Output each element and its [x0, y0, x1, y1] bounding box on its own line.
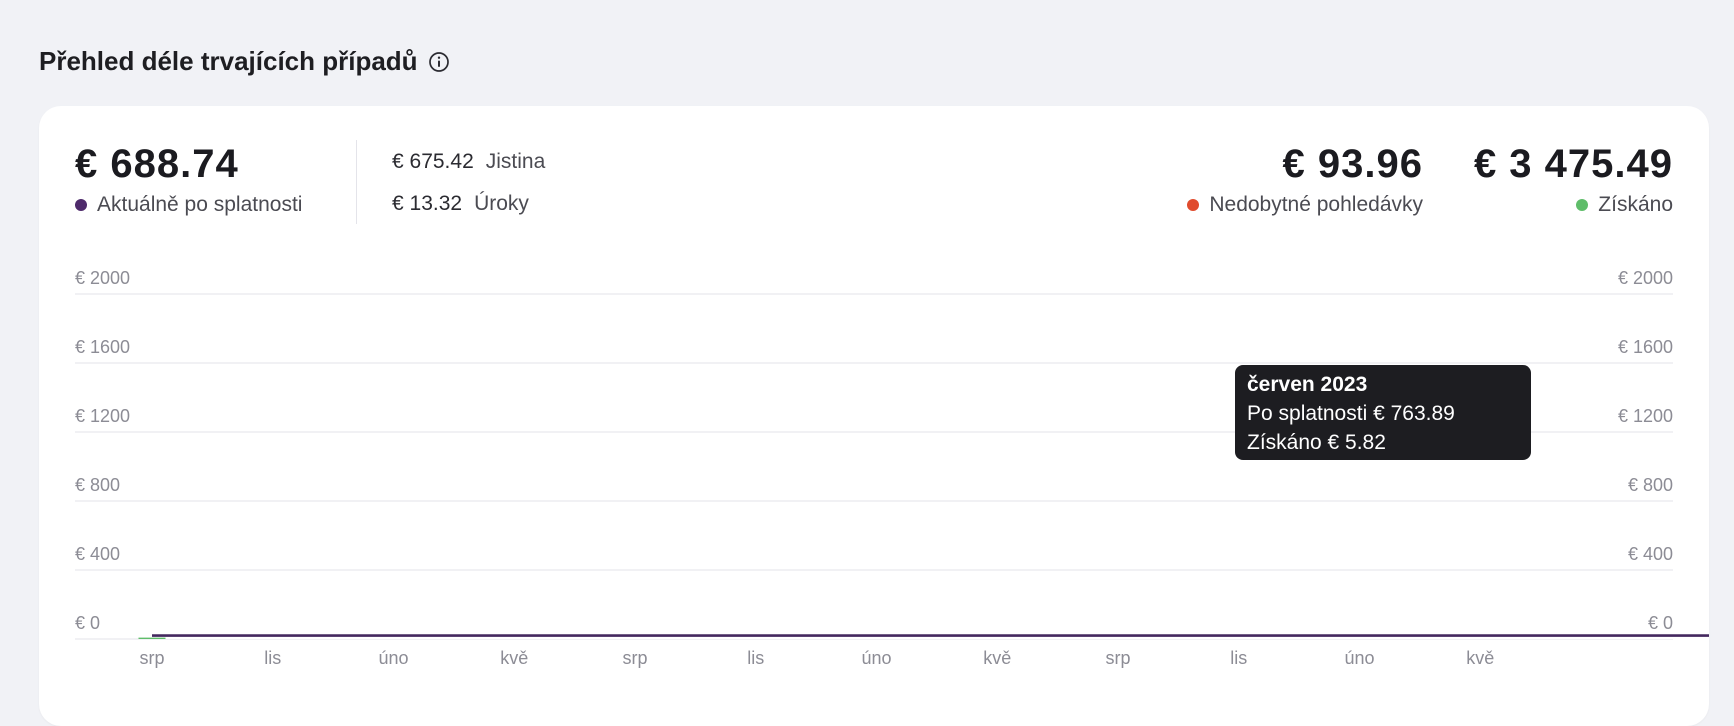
interest-row: € 13.32 Úroky: [392, 192, 545, 234]
x-tick-label: úno: [861, 648, 891, 668]
overdue-chart[interactable]: € 2000 € 2000 € 1600 € 1600 € 1200 € 1200 € 80…: [39, 106, 1709, 681]
x-tick-label: úno: [1344, 648, 1374, 668]
interest-value: € 13.32: [392, 192, 463, 215]
recovered-legend: Získáno: [1474, 193, 1673, 217]
x-tick-label: lis: [747, 648, 764, 668]
y-tick-label-right: € 800: [1628, 475, 1673, 495]
current-overdue-label: Aktuálně po splatnosti: [97, 193, 303, 216]
principal-value: € 675.42: [392, 150, 474, 173]
bad-debt-legend: Nedobytné pohledávky: [1187, 193, 1423, 217]
y-tick-label-right: € 2000: [1618, 268, 1673, 288]
divider: [356, 140, 357, 224]
current-overdue-kpi: € 688.74 Aktuálně po splatnosti: [75, 142, 302, 217]
recovered-kpi: € 3 475.49 Získáno: [1474, 142, 1673, 217]
overdue-breakdown: € 675.42 Jistina € 13.32 Úroky: [392, 150, 545, 234]
bad-debt-value: € 93.96: [1282, 142, 1423, 186]
tooltip-title: červen 2023: [1247, 373, 1368, 396]
x-tick-label: kvě: [983, 648, 1011, 668]
x-tick-label: kvě: [1466, 648, 1494, 668]
legend-dot-icon: [75, 199, 87, 211]
current-overdue-value: € 688.74: [75, 142, 239, 186]
x-tick-label: lis: [264, 648, 281, 668]
x-tick-label: srp: [139, 648, 164, 668]
recovered-bar: [138, 637, 166, 639]
x-tick-label: srp: [622, 648, 647, 668]
recovered-label: Získáno: [1598, 193, 1673, 216]
info-circle-icon[interactable]: [428, 51, 450, 73]
tooltip-recovered: Získáno € 5.82: [1247, 431, 1386, 454]
legend-dot-icon: [1187, 199, 1200, 211]
x-tick-label: kvě: [500, 648, 528, 668]
overview-card: € 688.74 Aktuálně po splatnosti € 675.42…: [39, 106, 1709, 726]
principal-label: Jistina: [485, 150, 546, 173]
overdue-line: [152, 634, 1709, 637]
y-tick-label-right: € 0: [1648, 613, 1673, 633]
page-title-text: Přehled déle trvajících případů: [39, 46, 418, 76]
y-tick-label-right: € 1200: [1618, 406, 1673, 426]
chart-tooltip: červen 2023 Po splatnosti € 763.89 Získá…: [1235, 365, 1531, 460]
bad-debt-label: Nedobytné pohledávky: [1209, 193, 1423, 216]
interest-label: Úroky: [474, 192, 529, 215]
page-title: Přehled déle trvajících případů: [39, 46, 450, 77]
recovered-value: € 3 475.49: [1473, 142, 1673, 186]
x-tick-label: úno: [378, 648, 408, 668]
legend-dot-icon: [1576, 199, 1589, 211]
y-tick-label-left: € 2000: [75, 268, 130, 288]
y-tick-label-left: € 1600: [75, 337, 130, 357]
y-tick-label-left: € 0: [75, 613, 100, 633]
x-tick-label: srp: [1105, 648, 1130, 668]
principal-row: € 675.42 Jistina: [392, 150, 545, 192]
tooltip-overdue: Po splatnosti € 763.89: [1247, 402, 1455, 425]
x-tick-label: lis: [1230, 648, 1247, 668]
bad-debt-kpi: € 93.96 Nedobytné pohledávky: [1187, 142, 1423, 217]
y-tick-label-right: € 400: [1628, 544, 1673, 564]
y-tick-label-right: € 1600: [1618, 337, 1673, 357]
y-tick-label-left: € 400: [75, 544, 120, 564]
y-tick-label-left: € 1200: [75, 406, 130, 426]
y-tick-label-left: € 800: [75, 475, 120, 495]
current-overdue-legend: Aktuálně po splatnosti: [75, 193, 302, 217]
